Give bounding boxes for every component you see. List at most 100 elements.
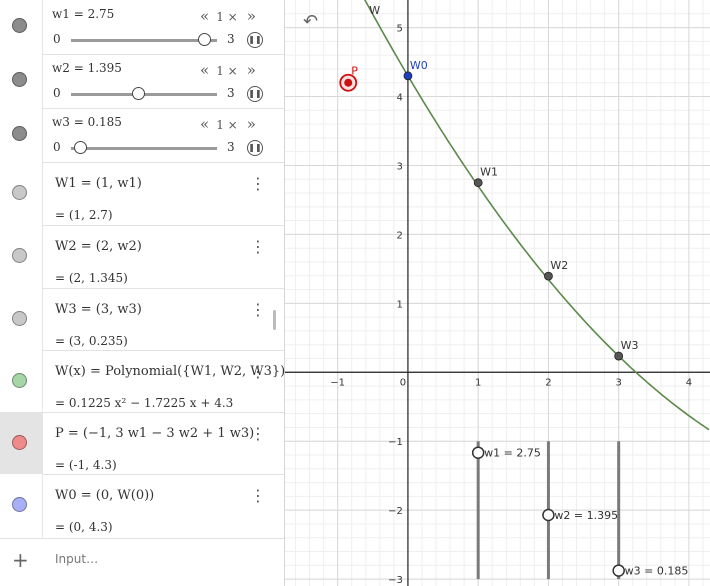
slider-min: 0 <box>53 140 61 154</box>
rewind-icon[interactable]: « <box>200 61 209 79</box>
y-tick-label: 5 <box>397 24 403 35</box>
algebra-row[interactable]: P = (−1, 3 w1 − 3 w2 + 1 w3) = (-1, 4.3) ⋮ <box>0 412 284 475</box>
curve-label: W <box>369 4 380 17</box>
point-w2[interactable] <box>544 271 553 281</box>
pause-icon[interactable]: ❚❚ <box>247 32 263 48</box>
visibility-toggle[interactable] <box>12 373 27 388</box>
object-value: = (0, 4.3) <box>55 520 113 534</box>
x-tick-label: 2 <box>545 377 551 388</box>
plus-icon[interactable]: + <box>12 548 29 572</box>
slider-definition[interactable]: w1 = 2.75 <box>52 7 115 21</box>
object-definition[interactable]: P = (−1, 3 w1 − 3 w2 + 1 w3) <box>55 426 255 441</box>
graph-slider-label: w2 = 1.395 <box>554 509 618 522</box>
speed-label[interactable]: 1 × <box>216 118 238 132</box>
visibility-toggle[interactable] <box>12 497 27 512</box>
object-value: = (-1, 4.3) <box>55 458 117 472</box>
undo-icon[interactable]: ↶ <box>303 11 318 32</box>
more-options-icon[interactable]: ⋮ <box>250 300 266 319</box>
graph-slider-knob[interactable] <box>542 508 555 522</box>
visibility-toggle[interactable] <box>12 185 27 200</box>
algebra-row[interactable]: W1 = (1, w1) = (1, 2.7) ⋮ <box>0 162 284 226</box>
rewind-icon[interactable]: « <box>200 7 209 25</box>
point-label: W2 <box>550 259 568 272</box>
slider-definition[interactable]: w3 = 0.185 <box>52 115 122 129</box>
x-tick-label: 1 <box>475 377 481 388</box>
algebra-row[interactable]: W(x) = Polynomial({W1, W2, W3}) = 0.1225 … <box>0 350 286 413</box>
object-definition[interactable]: W0 = (0, W(0)) <box>55 488 155 503</box>
slider-speed: « 1 × » <box>200 7 256 25</box>
y-tick-label: 1 <box>397 299 403 310</box>
y-tick-label: 2 <box>397 230 403 241</box>
algebra-view: w1 = 2.75 «1 ×» 0 3 ❚❚ w2 = 1.395 «1 ×» 0 3 ❚❚ w3 … <box>0 0 285 586</box>
object-definition[interactable]: W(x) = Polynomial({W1, W2, W3}) <box>55 364 286 379</box>
x-tick-label: 4 <box>686 377 692 388</box>
visibility-toggle[interactable] <box>12 126 27 141</box>
slider-track[interactable] <box>71 39 217 42</box>
slider-track[interactable] <box>71 147 217 150</box>
visibility-toggle[interactable] <box>12 72 27 87</box>
y-tick-label: 4 <box>397 93 403 104</box>
object-value: = (3, 0.235) <box>55 334 128 348</box>
x-tick-label: 3 <box>615 377 621 388</box>
algebra-row[interactable]: W0 = (0, W(0)) = (0, 4.3) ⋮ <box>0 474 284 539</box>
graph-slider-label: w3 = 0.185 <box>625 565 689 578</box>
input-placeholder[interactable]: Input… <box>55 552 99 566</box>
slider-row[interactable]: w3 = 0.185 « 1 × » 0 3 ❚❚ <box>0 108 284 163</box>
pause-icon[interactable]: ❚❚ <box>247 86 263 102</box>
y-tick-label: 3 <box>397 161 403 172</box>
y-tick-label: −3 <box>388 575 403 586</box>
slider-min: 0 <box>53 32 61 46</box>
graph-slider-knob[interactable] <box>471 446 485 459</box>
point-p[interactable] <box>344 78 353 87</box>
scrollbar-thumb[interactable] <box>273 310 276 330</box>
more-options-icon[interactable]: ⋮ <box>250 486 266 505</box>
speed-label[interactable]: 1 × <box>216 64 238 78</box>
graph-canvas[interactable]: −1 0 1 2 3 4 5 4 3 2 1 −1 −2 −3 Ww1 = 2.75 w2 = 1.395 w3… <box>285 0 710 586</box>
more-options-icon[interactable]: ⋮ <box>250 237 266 256</box>
x-tick-label: −1 <box>330 377 345 388</box>
graph-slider-knob[interactable] <box>612 564 625 577</box>
x-tick-label: 0 <box>400 377 406 388</box>
fast-forward-icon[interactable]: » <box>246 115 256 133</box>
pause-icon[interactable]: ❚❚ <box>247 140 263 156</box>
fast-forward-icon[interactable]: » <box>246 7 256 25</box>
object-definition[interactable]: W1 = (1, w1) <box>55 176 142 191</box>
object-value: = 0.1225 x² − 1.7225 x + 4.3 <box>55 396 234 410</box>
point-w3[interactable] <box>614 351 624 361</box>
fast-forward-icon[interactable]: » <box>246 61 256 79</box>
y-tick-label: −2 <box>388 506 403 517</box>
polynomial-curve[interactable] <box>285 0 710 431</box>
point-label: W1 <box>480 166 498 179</box>
point-label: P <box>351 65 358 78</box>
visibility-toggle[interactable] <box>12 311 27 326</box>
point-w0[interactable] <box>403 71 413 81</box>
slider-min: 0 <box>53 86 61 100</box>
slider-definition[interactable]: w2 = 1.395 <box>52 61 122 75</box>
slider-knob[interactable] <box>132 87 146 100</box>
slider-row[interactable]: w2 = 1.395 « 1 × » 0 3 ❚❚ <box>0 54 284 109</box>
point-w1[interactable] <box>473 178 483 188</box>
slider-speed: « 1 × » <box>200 115 256 133</box>
more-options-icon[interactable]: ⋮ <box>250 362 266 381</box>
algebra-row[interactable]: W2 = (2, w2) = (2, 1.345) ⋮ <box>0 225 284 289</box>
object-value: = (2, 1.345) <box>55 271 128 285</box>
slider-row[interactable]: w1 = 2.75 « 1 × » 0 3 ❚❚ <box>0 0 284 55</box>
slider-max: 3 <box>227 32 235 46</box>
rewind-icon[interactable]: « <box>200 115 209 133</box>
object-definition[interactable]: W3 = (3, w3) <box>55 302 142 317</box>
slider-max: 3 <box>227 86 235 100</box>
slider-speed: « 1 × » <box>200 61 256 79</box>
algebra-row[interactable]: W3 = (3, w3) = (3, 0.235) ⋮ <box>0 288 284 351</box>
visibility-toggle[interactable] <box>12 435 27 450</box>
speed-label[interactable]: 1 × <box>216 10 238 24</box>
slider-knob[interactable] <box>73 141 87 154</box>
slider-max: 3 <box>227 140 235 154</box>
visibility-toggle[interactable] <box>12 18 27 33</box>
input-bar[interactable]: + Input… <box>0 538 284 586</box>
more-options-icon[interactable]: ⋮ <box>250 424 266 443</box>
slider-knob[interactable] <box>198 33 212 46</box>
visibility-toggle[interactable] <box>12 248 27 263</box>
object-definition[interactable]: W2 = (2, w2) <box>55 239 142 254</box>
more-options-icon[interactable]: ⋮ <box>250 174 266 193</box>
